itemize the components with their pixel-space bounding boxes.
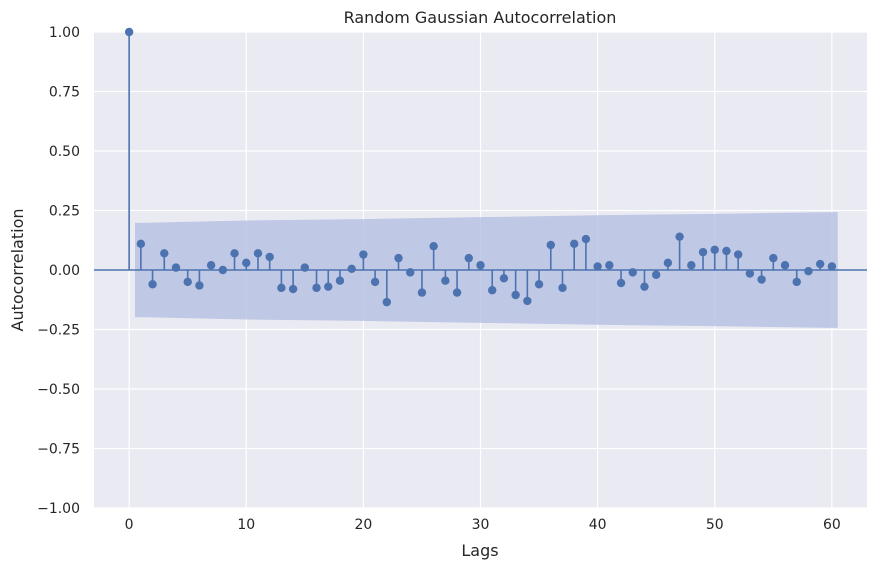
- y-tick-label: 1.00: [49, 25, 80, 41]
- acf-point: [511, 290, 520, 300]
- acf-point: [769, 253, 778, 263]
- acf-point: [523, 296, 532, 306]
- x-tick-label: 40: [589, 517, 607, 533]
- acf-point: [242, 258, 251, 268]
- acf-point: [605, 261, 614, 270]
- y-tick-label: −0.25: [37, 323, 80, 339]
- acf-point: [581, 234, 591, 244]
- y-tick-label: −0.75: [37, 442, 80, 458]
- acf-point: [347, 264, 356, 274]
- acf-point: [370, 277, 380, 287]
- acf-point: [300, 263, 310, 272]
- acf-point: [288, 284, 298, 294]
- markers-group: [124, 27, 837, 307]
- acf-point: [663, 258, 673, 268]
- x-tick-label: 30: [472, 517, 490, 533]
- acf-point: [640, 282, 649, 291]
- acf-point: [698, 247, 708, 257]
- acf-point: [406, 268, 415, 277]
- grid-lines: [94, 31, 867, 509]
- acf-point: [324, 282, 333, 291]
- acf-point: [195, 281, 204, 290]
- acf-point: [745, 269, 755, 278]
- acf-point: [171, 263, 181, 272]
- acf-point: [558, 283, 567, 293]
- acf-point: [546, 240, 555, 250]
- acf-point: [780, 261, 790, 270]
- acf-point: [382, 297, 392, 307]
- acf-point: [230, 249, 239, 258]
- acf-point: [757, 275, 766, 284]
- acf-point: [804, 266, 813, 276]
- acf-point: [417, 288, 427, 297]
- x-tick-label: 50: [706, 517, 724, 533]
- y-tick-label: 0.50: [49, 144, 80, 160]
- acf-point: [476, 261, 485, 270]
- acf-point: [312, 283, 321, 293]
- acf-point: [651, 270, 661, 279]
- acf-point: [464, 253, 473, 263]
- acf-point: [593, 262, 602, 271]
- x-tick-label: 20: [354, 517, 372, 533]
- y-tick-label: 0.75: [49, 85, 80, 101]
- acf-point: [569, 239, 579, 249]
- acf-point: [452, 288, 462, 297]
- acf-point: [815, 259, 825, 269]
- x-tick-label: 10: [237, 517, 255, 533]
- acf-point: [499, 274, 509, 283]
- y-tick-label: 0.00: [49, 263, 80, 279]
- tick-labels-group: 0 10 20 30 40 50 60 −1.00 −0.75 −0.50 −0.25 0.00 0.2…: [37, 25, 841, 533]
- acf-point: [206, 261, 216, 270]
- acf-point: [733, 250, 743, 259]
- acf-point: [827, 262, 837, 271]
- acf-point: [394, 253, 403, 263]
- x-axis-label: Lags: [461, 541, 498, 560]
- acf-point: [534, 280, 544, 289]
- acf-point: [429, 242, 438, 251]
- y-tick-label: −0.50: [37, 382, 80, 398]
- acf-point: [488, 286, 497, 295]
- acf-point: [359, 250, 368, 259]
- acf-point: [253, 249, 263, 258]
- acf-point: [148, 280, 157, 289]
- acf-point: [183, 277, 192, 287]
- acf-point: [265, 252, 274, 262]
- y-tick-label: 0.25: [49, 204, 80, 220]
- y-tick-label: −1.00: [37, 501, 80, 517]
- acf-point: [722, 246, 731, 256]
- x-tick-label: 0: [125, 517, 134, 533]
- x-tick-label: 60: [823, 517, 841, 533]
- acf-point: [710, 245, 719, 254]
- chart-title: Random Gaussian Autocorrelation: [344, 8, 617, 27]
- acf-point: [675, 232, 684, 241]
- acf-point: [616, 278, 626, 288]
- acf-point: [441, 276, 450, 285]
- y-axis-label: Autocorrelation: [8, 209, 27, 332]
- acf-point: [687, 261, 696, 270]
- acf-point: [218, 265, 228, 275]
- acf-point: [792, 277, 801, 287]
- acf-point: [124, 27, 134, 37]
- acf-point: [277, 283, 286, 293]
- acf-point: [160, 249, 169, 258]
- acf-point: [136, 239, 146, 249]
- acf-point: [335, 276, 345, 285]
- acf-point: [628, 268, 637, 277]
